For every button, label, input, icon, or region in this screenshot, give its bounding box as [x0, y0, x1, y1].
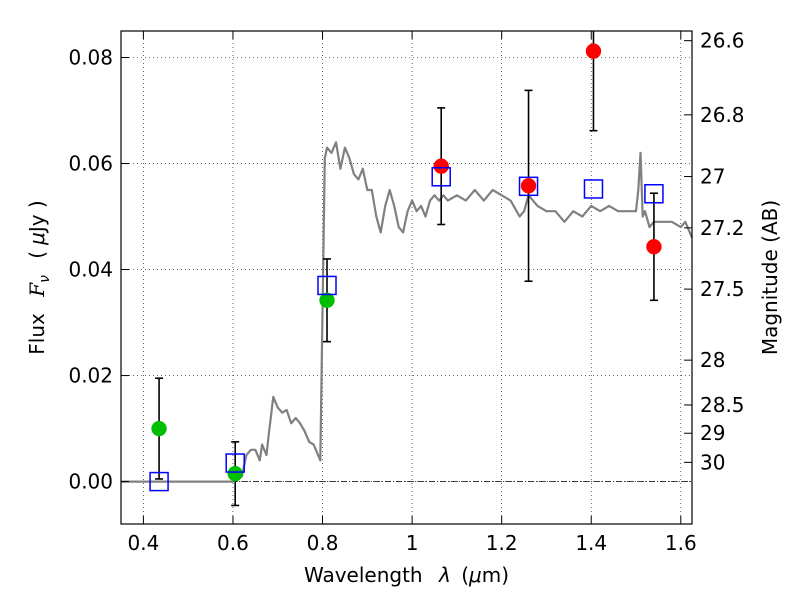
plot-frame: [120, 30, 693, 525]
data-points: [151, 43, 662, 482]
x-tick-label: 1.4: [575, 531, 607, 555]
x-tick-label: 0.8: [307, 531, 339, 555]
y-axis-label-text: Flux: [25, 313, 49, 355]
right-tick-label: 27: [700, 165, 725, 189]
x-tick-label: 1.6: [665, 531, 697, 555]
errorbars: [155, 31, 658, 507]
model-square-marker: [225, 453, 245, 473]
right-tick-label: 28.5: [700, 393, 745, 417]
x-tick-label: 1.2: [486, 531, 518, 555]
photometry-point: [520, 178, 537, 194]
photometry-point: [319, 292, 335, 309]
x-tick-label: 0.4: [127, 531, 159, 555]
right-tick-label: 30: [700, 450, 725, 474]
photometry-point: [646, 239, 662, 255]
photometry-point: [227, 465, 243, 482]
model-spectrum-line: [121, 141, 694, 483]
photometry-point: [151, 420, 167, 437]
model-square-marker: [317, 275, 337, 296]
right-tick-label: 29: [700, 421, 725, 445]
photometry-point: [433, 158, 449, 174]
x-axis-unit-rest: m): [482, 563, 509, 587]
y-axis-symbol-sub: ν: [37, 275, 53, 283]
x-axis-unit-open: (: [461, 563, 469, 587]
grid-lines: [121, 31, 692, 524]
x-axis-label-text: Wavelength: [304, 563, 423, 587]
right-axis-label: Magnitude (AB): [758, 200, 782, 355]
y-axis-label: Flux Fν ( μJy ): [25, 200, 54, 354]
model-square-marker: [431, 167, 451, 187]
model-square-marker: [149, 471, 169, 492]
y-axis-unit-open: (: [25, 251, 49, 259]
model-square-marker: [583, 179, 604, 199]
right-tick-label: 28: [700, 348, 725, 372]
x-axis-symbol: λ: [438, 563, 451, 587]
x-tick-label: 1: [406, 531, 419, 555]
y-axis-unit-rest: Jy ): [25, 200, 49, 234]
y-tick-label: 0.06: [68, 152, 113, 176]
y-tick-label: 0.04: [68, 258, 113, 282]
y-axis-unit-mu: μ: [25, 232, 49, 246]
x-tick-label: 0.6: [217, 531, 249, 555]
model-square-marker: [644, 183, 664, 204]
model-square-marker: [518, 176, 539, 197]
photometry-point: [585, 43, 602, 59]
y-tick-label: 0.02: [68, 364, 113, 388]
model-squares: [149, 167, 664, 492]
right-tick-label: 26.6: [700, 29, 745, 53]
axis-ticks: 0.4 0.6 0.8 1 1.2 1.4 1.6 0.00 0.02 0.04 0.06 0.08 2…: [68, 29, 744, 555]
model-spectrum: [121, 141, 694, 483]
x-axis-unit-mu: μ: [468, 563, 482, 587]
y-tick-label: 0.00: [68, 470, 113, 494]
right-tick-label: 26.8: [700, 103, 745, 127]
x-axis-label: Wavelength λ (μm): [304, 563, 509, 587]
y-tick-label: 0.08: [68, 46, 113, 70]
y-axis-symbol: F: [25, 282, 49, 298]
right-tick-label: 27.5: [700, 277, 745, 301]
right-tick-label: 27.2: [700, 216, 745, 240]
